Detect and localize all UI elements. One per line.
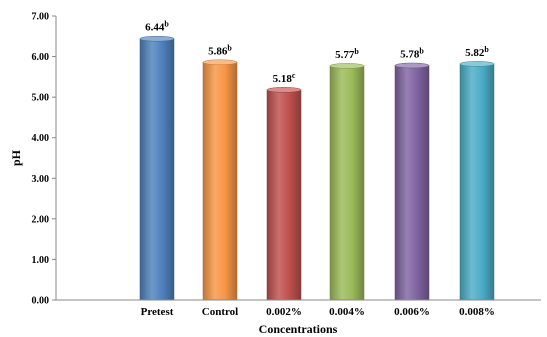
bar-top-3: [266, 87, 302, 93]
data-label-6: 5.82b: [465, 45, 489, 59]
bars: [139, 35, 495, 301]
data-superscript: b: [354, 47, 359, 56]
data-value: 5.78: [400, 48, 420, 60]
x-axis-title: Concentrations: [259, 322, 338, 336]
bar-4: [329, 65, 365, 301]
data-superscript: c: [292, 71, 296, 80]
data-label-4: 5.77b: [335, 47, 359, 61]
bar-3: [266, 89, 302, 301]
y-tick-label: 5.00: [32, 93, 50, 104]
bar-6: [459, 63, 495, 301]
y-axis: 0.00 1.00 2.00 3.00 4.00 5.00 6.00 7.00: [32, 12, 57, 307]
y-tick-label: 0.00: [32, 296, 50, 307]
x-tick-label: 0.004%: [329, 306, 365, 318]
data-label-1: 6.44b: [145, 20, 169, 34]
data-value: 5.86: [208, 45, 228, 57]
x-tick-label: 0.006%: [394, 306, 430, 318]
x-tick-label: Control: [202, 306, 238, 318]
bar-top-4: [329, 63, 365, 69]
data-label-2: 5.86b: [208, 43, 232, 57]
bar-top-2: [202, 59, 238, 66]
data-superscript: b: [419, 46, 424, 55]
data-value: 5.18: [273, 73, 293, 85]
data-label-5: 5.78b: [400, 46, 424, 60]
data-superscript: b: [484, 45, 489, 54]
x-axis: Pretest Control 0.002% 0.004% 0.006% 0.008%: [56, 299, 541, 318]
y-axis-title: pH: [9, 149, 23, 166]
bar-top-1: [139, 35, 175, 42]
x-tick-label: 0.002%: [266, 306, 302, 318]
bar-1: [139, 38, 175, 301]
data-value: 5.82: [465, 47, 485, 59]
bar-top-5: [394, 62, 430, 69]
y-tick-label: 4.00: [32, 133, 50, 144]
bar-5: [394, 65, 430, 301]
y-tick-label: 3.00: [32, 174, 50, 185]
y-tick-label: 7.00: [32, 12, 50, 23]
y-tick-label: 1.00: [32, 255, 50, 266]
data-value: 5.77: [335, 49, 355, 61]
bar-2: [202, 62, 238, 301]
y-tick-label: 6.00: [32, 52, 50, 63]
data-superscript: b: [164, 20, 169, 29]
x-tick-label: 0.008%: [459, 306, 495, 318]
bar-top-6: [459, 61, 495, 67]
data-label-3: 5.18c: [273, 71, 296, 85]
y-tick-label: 2.00: [32, 214, 50, 225]
data-superscript: b: [227, 43, 232, 52]
x-tick-label: Pretest: [141, 306, 174, 318]
data-value: 6.44: [145, 22, 165, 34]
